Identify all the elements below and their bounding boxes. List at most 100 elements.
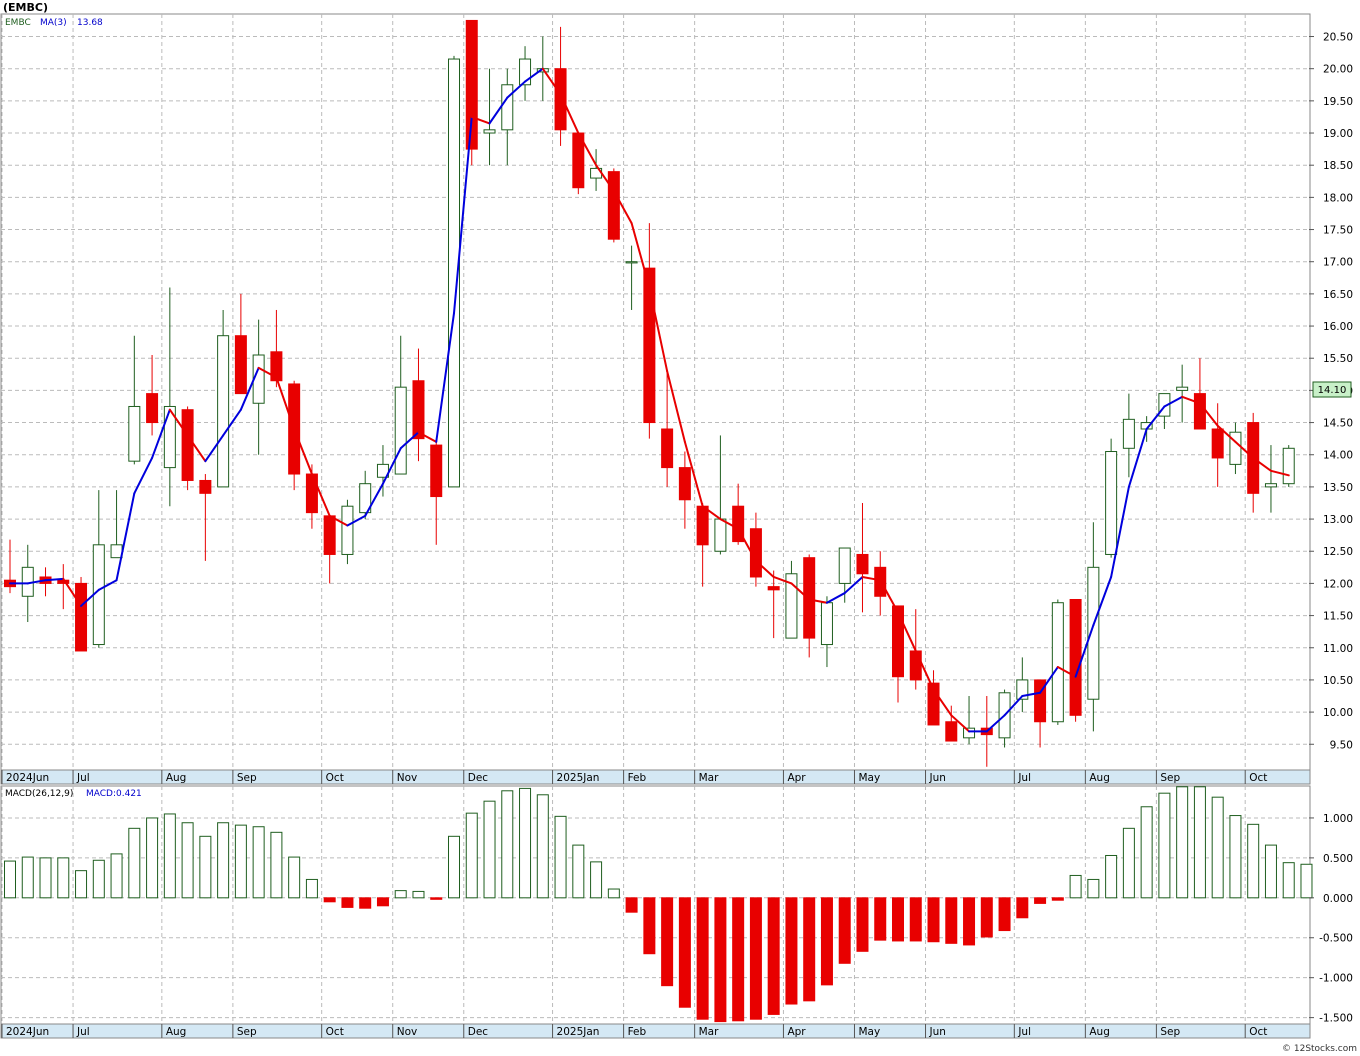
macd-bar [963,897,976,946]
ma-segment [44,577,65,582]
price-y-tick-label: 13.00 [1323,514,1353,526]
price-x-label: Oct [326,772,344,784]
candle [1158,393,1171,429]
last-price-label: 14.10 [1318,385,1347,396]
macd-bar [803,897,816,1002]
macd-bar [696,897,709,1020]
price-y-tick-label: 12.50 [1323,546,1353,558]
macd-x-label: Sep [237,1026,257,1038]
ma-segment [1163,395,1184,408]
macd-x-label: Aug [166,1026,187,1038]
ma-segment [1234,440,1255,459]
candle [963,696,976,745]
macd-bar [39,857,52,899]
macd-bar [376,897,389,907]
candle [767,570,780,639]
ma-segment [151,408,171,459]
candle-body [199,479,212,494]
price-y-tick-label: 18.50 [1323,160,1353,172]
ma-segment [1021,691,1042,698]
macd-bar [607,888,620,899]
ma-segment [80,588,100,607]
candle-body [270,351,283,382]
macd-bar [625,897,638,913]
macd-bar [146,817,159,899]
macd-bar [199,835,212,899]
ma-segment [488,96,509,125]
macd-x-label: Mar [699,1026,719,1038]
macd-bar [501,790,514,899]
candle [785,560,798,639]
candle [1264,445,1277,513]
macd-bar [519,787,532,899]
macd-y-tick-label: 0.000 [1323,893,1353,905]
macd-bar [1247,823,1260,899]
price-y-tick-label: 11.50 [1323,611,1353,623]
candle-body [483,129,496,134]
candle-body [128,405,141,462]
macd-x-label: May [858,1026,880,1038]
macd-y-tick-label: 0.500 [1323,853,1353,865]
candle-body [625,261,638,264]
macd-y-tick-label: -1.000 [1319,973,1353,985]
macd-bar [483,800,496,899]
candle-body [554,68,567,131]
price-y-tick-label: 17.50 [1323,225,1353,237]
macd-bar [1264,844,1277,899]
macd-bar [1300,863,1313,899]
ma-segment [506,80,527,99]
candle [163,287,176,507]
candle [1176,364,1189,423]
candle-body [963,727,976,739]
moving-average-line [9,67,1290,733]
macd-bar [874,897,887,941]
macd-bar [1176,786,1189,899]
macd-bar [945,897,958,944]
price-x-label: 2024Jun [6,772,49,784]
candle [1229,422,1242,475]
macd-x-label: Jun [929,1026,946,1038]
ma-segment [1003,695,1024,717]
price-y-tick-label: 14.00 [1323,450,1353,462]
macd-x-label: Nov [397,1026,418,1038]
candle [288,380,301,491]
price-y-tick-label: 15.50 [1323,353,1353,365]
candle-body [1034,679,1047,723]
candle-body [465,19,478,150]
price-x-label: Oct [1249,772,1267,784]
price-x-label: 2025Jan [557,772,600,784]
candle-body [945,721,958,742]
candle [572,132,585,195]
ma-segment [239,366,260,411]
candle [1016,657,1029,713]
macd-bar [1016,897,1029,919]
candle [856,502,869,613]
macd-bar [110,853,123,899]
price-y-tick-label: 20.50 [1323,32,1353,44]
ma-segment [541,67,562,96]
ma-segment [559,93,580,135]
macd-bar [181,822,194,899]
macd-bar [305,878,318,899]
candle [448,55,460,488]
ma-segment [115,492,136,582]
macd-bar [536,794,549,899]
macd-y-tick-label: -1.500 [1319,1013,1353,1025]
candle [945,705,958,742]
candle [643,223,656,439]
macd-bar [661,897,674,987]
macd-bar [980,897,993,938]
ma-segment [381,447,402,485]
price-y-axis: 9.50 10.00 10.50 11.00 11.50 12.00 12.50 13.00 1… [1309,32,1353,751]
price-candles [4,19,1295,767]
candle-body [785,573,798,639]
ma-segment [1216,424,1237,443]
ma-segment [346,514,367,527]
macd-bar [128,827,141,899]
macd-bar [572,844,585,899]
macd-bar [1122,827,1135,899]
candle [270,309,283,388]
macd-bar [1211,796,1224,899]
candle [181,406,194,491]
ma-segment [790,582,811,601]
